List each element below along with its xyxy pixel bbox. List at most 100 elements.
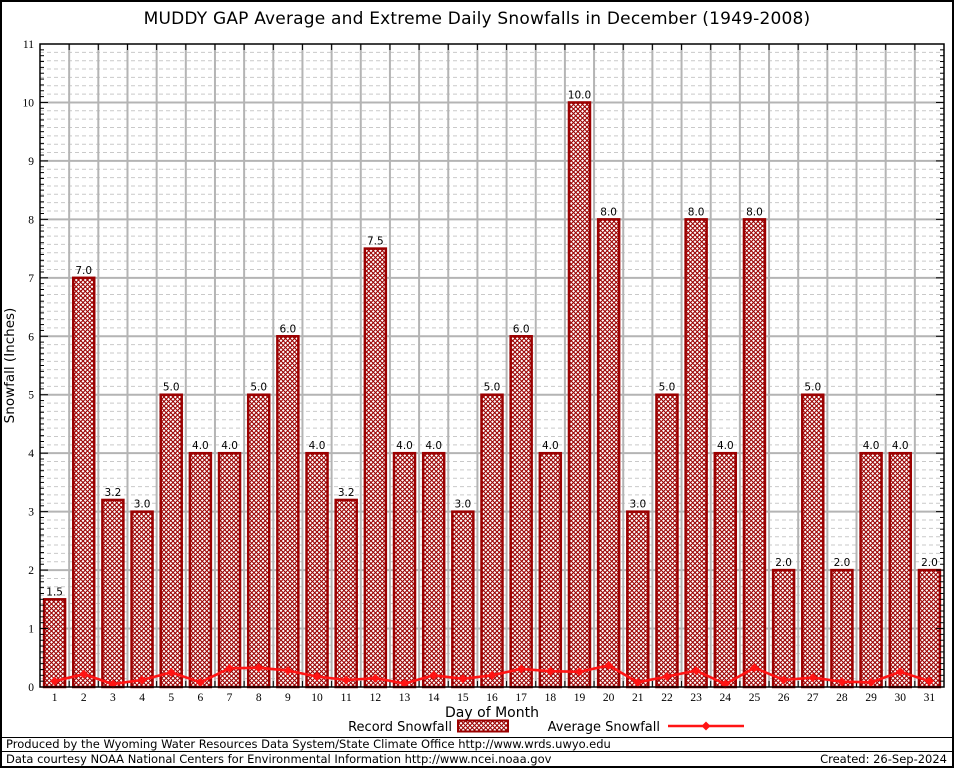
average-marker: [50, 676, 60, 686]
bar-value-label: 4.0: [309, 440, 326, 452]
x-tick-label: 15: [457, 692, 469, 704]
record-snowfall-bar: [713, 451, 738, 689]
record-snowfall-bar: [305, 451, 329, 689]
bar-value-label: 6.0: [513, 323, 530, 335]
x-tick-label: 21: [632, 692, 644, 704]
y-axis-title: Snowfall (Inches): [2, 308, 18, 424]
average-marker: [545, 666, 555, 676]
record-snowfall-bar: [363, 247, 388, 689]
record-snowfall-bar: [888, 451, 913, 689]
bar-value-label: 4.0: [717, 440, 734, 452]
bar-value-label: 4.0: [396, 440, 413, 452]
bar-value-label: 3.2: [338, 487, 355, 499]
y-tick-label: 9: [28, 156, 34, 168]
y-tick-label: 6: [28, 331, 34, 343]
footer-produced-by: Produced by the Wyoming Water Resources …: [6, 738, 611, 752]
legend-marker-average-snowfall: [701, 721, 711, 731]
record-snowfall-bar: [801, 393, 825, 689]
average-marker: [924, 676, 934, 686]
average-marker: [254, 663, 264, 673]
bar-value-label: 7.0: [75, 265, 92, 277]
record-snowfall-bar: [130, 510, 154, 689]
x-tick-label: 8: [256, 692, 262, 704]
average-marker: [429, 670, 439, 680]
x-tick-label: 19: [574, 692, 586, 704]
x-tick-label: 18: [545, 692, 557, 704]
x-tick-label: 13: [399, 692, 411, 704]
x-tick-label: 31: [924, 692, 936, 704]
x-tick-label: 26: [778, 692, 790, 704]
bar-value-label: 5.0: [804, 382, 821, 394]
average-marker: [225, 663, 235, 673]
bar-value-label: 8.0: [746, 206, 763, 218]
record-snowfall-bar: [276, 334, 300, 689]
vertical-gridlines: [68, 43, 916, 687]
x-tick-label: 1: [52, 692, 58, 704]
bar-value-label: 5.0: [163, 382, 180, 394]
y-tick-label: 3: [28, 507, 34, 519]
x-tick-label: 16: [486, 692, 498, 704]
record-snowfall-bar: [246, 393, 271, 689]
footer-credit-1: Produced by the Wyoming Water Resources …: [2, 736, 952, 752]
record-snowfall-bar: [596, 217, 621, 689]
x-tick-label: 6: [198, 692, 204, 704]
y-tick-label: 2: [28, 565, 34, 577]
x-tick-label: 25: [749, 692, 761, 704]
legend-swatch-record-snowfall: [457, 719, 509, 733]
average-marker: [749, 663, 759, 673]
bar-value-label: 3.2: [105, 487, 122, 499]
record-snowfall-bar: [159, 393, 183, 689]
record-snowfall-bar: [334, 498, 358, 689]
x-tick-label: 29: [865, 692, 877, 704]
bar-value-label: 4.0: [192, 440, 209, 452]
average-marker: [166, 667, 176, 677]
record-snowfall-bar: [830, 568, 854, 689]
record-snowfall-bar: [42, 597, 67, 689]
bar-value-label: 3.0: [629, 499, 646, 511]
x-tick-label: 7: [227, 692, 233, 704]
average-marker: [370, 673, 380, 683]
average-marker: [283, 666, 293, 676]
y-tick-label: 7: [28, 273, 34, 285]
record-snowfall-bar: [538, 451, 563, 689]
y-tick-label: 1: [28, 623, 34, 635]
snowfall-chart: 1.5 7.0 3.2 3.0 5.0 4.0 4.0 5.0 6.0 4.0 3.2 7.5 4.0 4…: [2, 36, 952, 737]
record-snowfall-bar: [742, 217, 767, 689]
record-snowfall-bar: [626, 510, 650, 689]
average-marker: [79, 669, 89, 679]
x-tick-label: 3: [110, 692, 116, 704]
average-snowfall-line: [50, 660, 934, 689]
x-tick-label: 28: [836, 692, 848, 704]
bar-value-label: 6.0: [280, 323, 297, 335]
x-axis-title: Day of Month: [445, 705, 539, 721]
average-marker: [458, 674, 468, 684]
record-snowfall-bar: [71, 276, 96, 689]
average-marker: [662, 671, 672, 681]
x-tick-label: 20: [603, 692, 615, 704]
bar-value-label: 7.5: [367, 235, 384, 247]
average-marker: [895, 667, 905, 677]
average-marker: [691, 666, 701, 676]
record-snowfall-bar: [509, 334, 533, 689]
x-axis-tick-labels: 1 2 3 4 5 6 7 8 9 10 11 12 13 14 15 16 17 18 19 20 21 22 23 24 2…: [52, 692, 936, 704]
bar-value-label: 4.0: [221, 440, 238, 452]
x-tick-label: 11: [341, 692, 352, 704]
bar-value-label: 4.0: [542, 440, 559, 452]
x-tick-label: 10: [311, 692, 323, 704]
y-tick-label: 0: [28, 682, 34, 694]
bar-value-label: 4.0: [892, 440, 909, 452]
record-snowfall-bar: [421, 451, 446, 689]
record-snowfall-bar: [859, 451, 883, 689]
y-tick-label: 8: [28, 214, 34, 226]
footer-created-date: Created: 26-Sep-2024: [820, 751, 947, 766]
x-tick-label: 4: [139, 692, 145, 704]
x-tick-label: 5: [168, 692, 174, 704]
average-marker: [400, 678, 410, 688]
average-marker: [808, 673, 818, 683]
bar-value-label: 3.0: [454, 499, 471, 511]
chart-title: MUDDY GAP Average and Extreme Daily Snow…: [143, 9, 811, 30]
bar-value-label: 1.5: [46, 586, 63, 598]
x-tick-label: 9: [285, 692, 291, 704]
x-tick-label: 17: [515, 692, 527, 704]
legend-label-average-snowfall: Average Snowfall: [548, 720, 660, 735]
